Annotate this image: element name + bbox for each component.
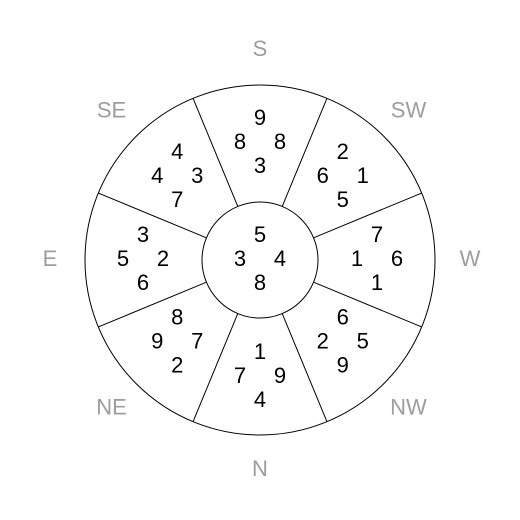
direction-label-se: SE xyxy=(97,97,126,122)
center-right: 4 xyxy=(274,246,286,271)
sector-s-right: 8 xyxy=(274,129,286,154)
spoke xyxy=(314,193,422,238)
spoke xyxy=(98,193,206,238)
sector-w-bottom: 1 xyxy=(371,270,383,295)
sector-ne-bottom: 2 xyxy=(171,353,183,378)
direction-label-sw: SW xyxy=(391,97,427,122)
direction-label-w: W xyxy=(460,246,481,271)
sector-n-bottom: 4 xyxy=(254,387,266,412)
sector-w-right: 6 xyxy=(391,246,403,271)
sector-nw-left: 2 xyxy=(317,329,329,354)
sector-ne-left: 9 xyxy=(151,329,163,354)
sector-w-top: 7 xyxy=(371,222,383,247)
spoke xyxy=(282,98,327,206)
spoke xyxy=(193,98,238,206)
direction-label-nw: NW xyxy=(390,394,427,419)
flying-star-chart: S9883SW2615W7161NW6259N1794NE8972E3526SE… xyxy=(0,0,520,520)
sector-se-top: 4 xyxy=(171,139,183,164)
sector-ne-top: 8 xyxy=(171,305,183,330)
sector-w-left: 1 xyxy=(351,246,363,271)
direction-label-n: N xyxy=(252,456,268,481)
sector-s-left: 8 xyxy=(234,129,246,154)
sector-e-right: 2 xyxy=(157,246,169,271)
sector-se-right: 3 xyxy=(191,163,203,188)
inner-circle xyxy=(202,202,318,318)
direction-label-ne: NE xyxy=(96,394,127,419)
outer-circle xyxy=(85,85,435,435)
sector-sw-left: 6 xyxy=(317,163,329,188)
center-left: 3 xyxy=(234,246,246,271)
sector-e-top: 3 xyxy=(137,222,149,247)
direction-label-s: S xyxy=(253,36,268,61)
sector-n-left: 7 xyxy=(234,363,246,388)
sector-e-left: 5 xyxy=(117,246,129,271)
sector-sw-right: 1 xyxy=(357,163,369,188)
sector-n-top: 1 xyxy=(254,339,266,364)
spoke xyxy=(314,282,422,327)
sector-n-right: 9 xyxy=(274,363,286,388)
spoke xyxy=(98,282,206,327)
sector-se-bottom: 7 xyxy=(171,187,183,212)
direction-label-e: E xyxy=(43,246,58,271)
sector-e-bottom: 6 xyxy=(137,270,149,295)
sector-sw-bottom: 5 xyxy=(337,187,349,212)
center-bottom: 8 xyxy=(254,270,266,295)
sector-nw-right: 5 xyxy=(357,329,369,354)
center-top: 5 xyxy=(254,222,266,247)
sector-ne-right: 7 xyxy=(191,329,203,354)
sector-sw-top: 2 xyxy=(337,139,349,164)
sector-s-bottom: 3 xyxy=(254,153,266,178)
sector-se-left: 4 xyxy=(151,163,163,188)
sector-s-top: 9 xyxy=(254,105,266,130)
sector-nw-bottom: 9 xyxy=(337,353,349,378)
sector-nw-top: 6 xyxy=(337,305,349,330)
